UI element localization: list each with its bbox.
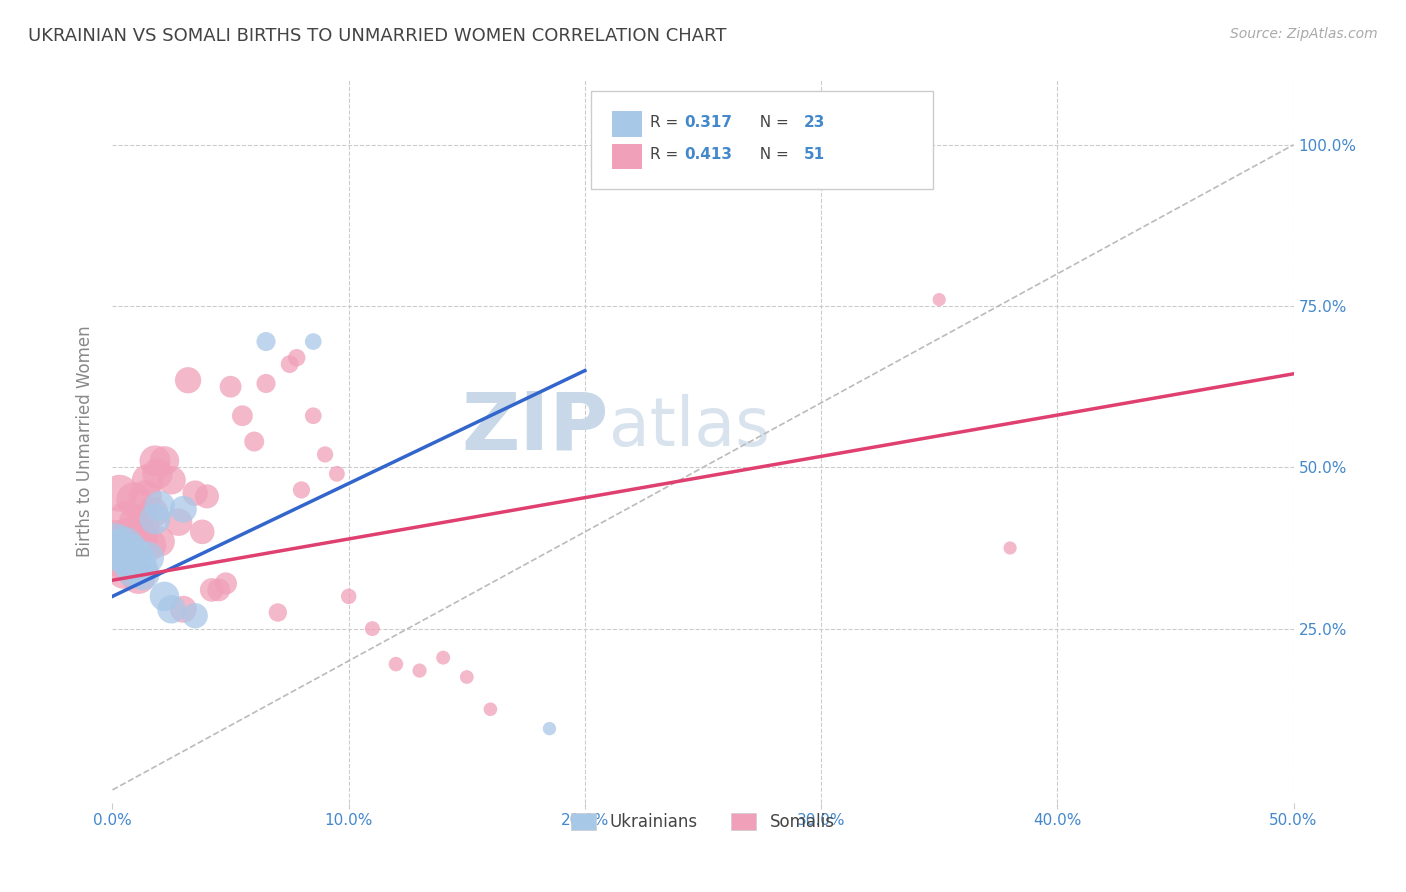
Point bbox=[538, 722, 561, 736]
Point bbox=[120, 544, 142, 558]
Point bbox=[160, 473, 183, 487]
Point bbox=[160, 602, 183, 616]
Point bbox=[105, 541, 128, 555]
Point bbox=[108, 486, 131, 500]
Point bbox=[104, 534, 127, 549]
Point bbox=[132, 566, 155, 581]
Point bbox=[153, 590, 176, 604]
Point bbox=[118, 528, 141, 542]
Point bbox=[254, 376, 277, 391]
Point bbox=[120, 544, 142, 558]
Point bbox=[191, 524, 214, 539]
Point bbox=[278, 357, 301, 371]
Point bbox=[111, 548, 134, 562]
Point bbox=[149, 499, 172, 513]
Point bbox=[172, 502, 194, 516]
Point bbox=[302, 409, 325, 423]
FancyBboxPatch shape bbox=[612, 112, 641, 136]
Y-axis label: Births to Unmarried Women: Births to Unmarried Women bbox=[76, 326, 94, 558]
Point bbox=[105, 541, 128, 555]
Point bbox=[361, 622, 384, 636]
Text: N =: N = bbox=[751, 147, 794, 162]
Point bbox=[125, 557, 148, 571]
Text: Source: ZipAtlas.com: Source: ZipAtlas.com bbox=[1230, 27, 1378, 41]
Point bbox=[208, 582, 231, 597]
Point bbox=[132, 515, 155, 529]
Point bbox=[267, 606, 290, 620]
Point bbox=[108, 544, 131, 558]
Point bbox=[408, 664, 430, 678]
Point bbox=[136, 473, 159, 487]
Point bbox=[167, 515, 190, 529]
Point bbox=[243, 434, 266, 449]
Point bbox=[118, 554, 141, 568]
Point bbox=[326, 467, 349, 481]
Point bbox=[127, 550, 149, 565]
Point bbox=[143, 454, 166, 468]
Point bbox=[139, 538, 162, 552]
Text: 0.317: 0.317 bbox=[685, 115, 733, 129]
Point bbox=[314, 447, 336, 461]
Point bbox=[112, 538, 135, 552]
Text: UKRAINIAN VS SOMALI BIRTHS TO UNMARRIED WOMEN CORRELATION CHART: UKRAINIAN VS SOMALI BIRTHS TO UNMARRIED … bbox=[28, 27, 727, 45]
Point bbox=[184, 486, 207, 500]
Point bbox=[104, 531, 127, 545]
Point bbox=[432, 650, 454, 665]
Legend: Ukrainians, Somalis: Ukrainians, Somalis bbox=[565, 806, 841, 838]
Point bbox=[129, 560, 152, 574]
Point bbox=[127, 570, 149, 584]
Point bbox=[195, 489, 218, 503]
Point bbox=[153, 454, 176, 468]
Text: R =: R = bbox=[650, 115, 683, 129]
Point bbox=[302, 334, 325, 349]
Text: N =: N = bbox=[751, 115, 794, 129]
Point bbox=[290, 483, 312, 497]
FancyBboxPatch shape bbox=[612, 144, 641, 169]
Point bbox=[122, 564, 145, 578]
Point bbox=[142, 506, 165, 520]
Point bbox=[112, 564, 135, 578]
Point bbox=[219, 380, 242, 394]
Point bbox=[172, 602, 194, 616]
Text: atlas: atlas bbox=[609, 394, 769, 460]
Point bbox=[254, 334, 277, 349]
Point bbox=[111, 554, 134, 568]
Point bbox=[177, 373, 200, 387]
Point bbox=[456, 670, 478, 684]
Point bbox=[337, 590, 360, 604]
Point bbox=[136, 550, 159, 565]
Point bbox=[285, 351, 308, 365]
Text: 23: 23 bbox=[803, 115, 825, 129]
Point bbox=[184, 608, 207, 623]
Point bbox=[231, 409, 253, 423]
Point bbox=[928, 293, 950, 307]
Point bbox=[149, 534, 172, 549]
Text: R =: R = bbox=[650, 147, 683, 162]
Point bbox=[479, 702, 502, 716]
Point bbox=[385, 657, 408, 672]
FancyBboxPatch shape bbox=[591, 91, 934, 189]
Point bbox=[135, 489, 157, 503]
Text: ZIP: ZIP bbox=[461, 388, 609, 467]
Text: 51: 51 bbox=[803, 147, 824, 162]
Point bbox=[146, 467, 169, 481]
Point bbox=[998, 541, 1021, 555]
Point bbox=[129, 531, 152, 545]
Point bbox=[125, 515, 148, 529]
Point bbox=[201, 582, 224, 597]
Point bbox=[215, 576, 238, 591]
Text: 0.413: 0.413 bbox=[685, 147, 733, 162]
Point bbox=[115, 550, 138, 565]
Point bbox=[115, 512, 138, 526]
Point bbox=[143, 512, 166, 526]
Point bbox=[122, 492, 145, 507]
